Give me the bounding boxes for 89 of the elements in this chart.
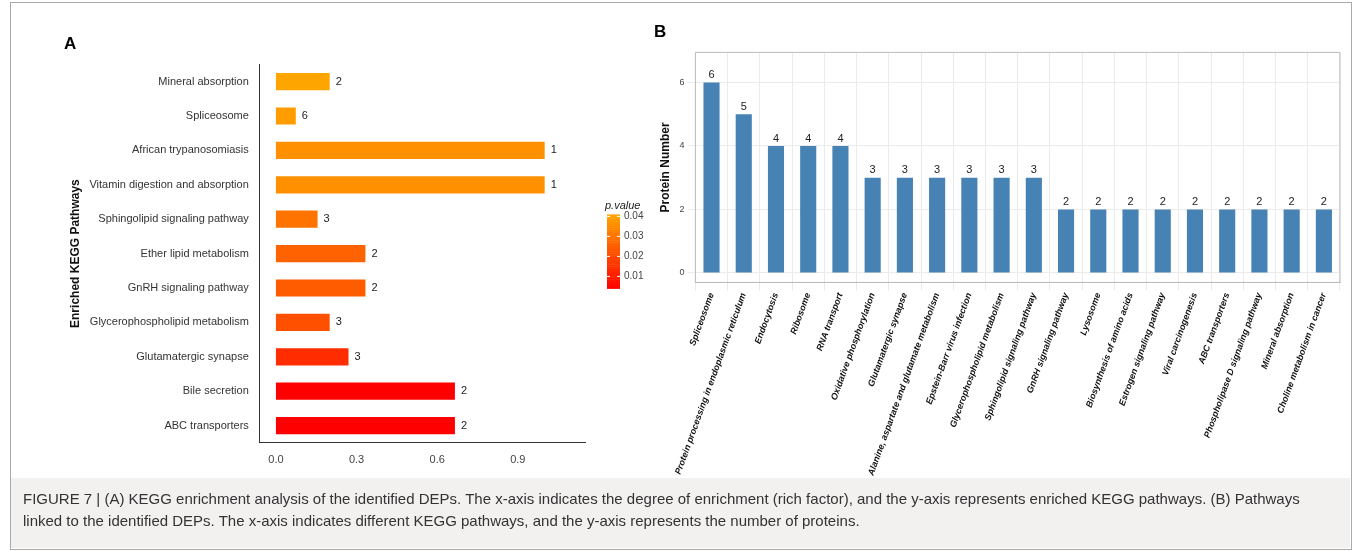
bar xyxy=(929,177,946,273)
bar xyxy=(1025,177,1042,273)
y-tick-label: Bile secretion xyxy=(182,384,249,397)
bar xyxy=(275,73,330,91)
bar xyxy=(1057,209,1075,273)
bar xyxy=(275,348,349,366)
bar xyxy=(1315,209,1332,273)
annotation: 2 xyxy=(460,418,468,431)
bar xyxy=(275,176,545,194)
data-label: 2 xyxy=(1062,194,1070,207)
annotation: 1 xyxy=(550,177,557,190)
bar xyxy=(275,141,545,159)
data-label: 6 xyxy=(708,68,715,81)
color-bar-label: 0.03 xyxy=(624,230,644,242)
y-axis-title: Protein Number xyxy=(657,122,672,213)
x-tick-label: 0.9 xyxy=(510,453,526,466)
bar xyxy=(703,82,720,273)
data-label: 2 xyxy=(1159,194,1166,207)
color-bar-label: 0.01 xyxy=(624,270,644,282)
bar xyxy=(275,279,366,297)
y-tick-label: GnRH signaling pathway xyxy=(127,281,250,294)
bar xyxy=(275,210,318,228)
y-tick-label: 0 xyxy=(679,267,685,278)
bar xyxy=(275,245,366,263)
data-label: 4 xyxy=(837,131,844,144)
y-axis-title: Enriched KEGG Pathways xyxy=(67,178,82,328)
x-tick-label: 0.6 xyxy=(429,453,445,466)
chart-title: B xyxy=(654,21,667,41)
data-label: 5 xyxy=(740,99,747,112)
color-bar-label: 0.04 xyxy=(624,210,644,222)
data-label: 3 xyxy=(934,163,941,176)
text: A xyxy=(64,33,77,53)
caption: FIGURE 7 | (A) KEGG enrichment analysis of the identified DEPs. The x-axis indicates the degree of enrichment (rich factor), and the y-axis represents enriched KEGG pathways. (B) Pathways linked to the identified DEPs. The x-axis indicates different KEGG pathways, and the y-axis represents the number of proteins. xyxy=(23,489,1301,531)
annotation: 6 xyxy=(301,109,308,122)
x-tick-label: 0.3 xyxy=(348,453,365,466)
annotation: 2 xyxy=(371,281,378,294)
y-tick-label: Vitamin digestion and absorption xyxy=(89,177,249,190)
bar xyxy=(767,146,785,273)
bar xyxy=(1283,209,1300,273)
bar xyxy=(800,146,817,273)
annotation: 3 xyxy=(335,315,342,328)
annotation: 2 xyxy=(460,384,468,397)
y-tick-label: Mineral absorption xyxy=(158,74,249,87)
bar xyxy=(1186,209,1204,273)
bar xyxy=(735,114,752,273)
data-label: 3 xyxy=(869,163,876,176)
data-label: 3 xyxy=(1030,163,1037,176)
data-label: 2 xyxy=(1288,194,1295,207)
data-label: 3 xyxy=(966,163,973,176)
bar xyxy=(275,313,330,331)
y-tick-label: 2 xyxy=(679,203,685,214)
data-label: 4 xyxy=(772,131,780,144)
annotation: 3 xyxy=(354,349,361,362)
y-tick-label: Ether lipid metabolism xyxy=(140,246,249,259)
bar xyxy=(1090,209,1107,273)
bar xyxy=(896,177,913,273)
annotation: 1 xyxy=(550,143,557,156)
data-label: 4 xyxy=(805,131,812,144)
bar xyxy=(275,382,455,400)
bar xyxy=(1251,209,1268,273)
annotation: 3 xyxy=(323,212,330,225)
data-label: 2 xyxy=(1191,194,1199,207)
bar xyxy=(864,177,881,273)
y-tick-label: Spliceosome xyxy=(185,109,249,122)
annotation: 2 xyxy=(371,246,378,259)
data-label: 2 xyxy=(1127,194,1134,207)
bar xyxy=(275,107,296,125)
y-tick-label: ABC transporters xyxy=(164,418,250,431)
data-label: 3 xyxy=(998,163,1005,176)
color-bar-title: p.value xyxy=(604,198,641,211)
bar xyxy=(832,146,849,273)
bar xyxy=(1219,209,1236,273)
x-tick-label: 0.0 xyxy=(268,453,284,466)
data-label: 2 xyxy=(1320,194,1327,207)
color-bar-label: 0.02 xyxy=(624,250,644,262)
data-label: 2 xyxy=(1256,194,1263,207)
bar xyxy=(993,177,1010,273)
bar xyxy=(961,177,978,273)
bar xyxy=(275,417,455,435)
y-tick-label: Sphingolipid signaling pathway xyxy=(98,212,250,225)
y-tick-label: 6 xyxy=(679,77,685,88)
y-tick-label: 4 xyxy=(679,140,685,151)
bar xyxy=(1154,209,1171,273)
data-label: 2 xyxy=(1095,194,1102,207)
data-label: 2 xyxy=(1224,194,1231,207)
bar xyxy=(1122,209,1139,273)
y-tick-label: African trypanosomiasis xyxy=(132,143,250,156)
annotation: 2 xyxy=(335,74,342,87)
data-label: 3 xyxy=(901,163,908,176)
